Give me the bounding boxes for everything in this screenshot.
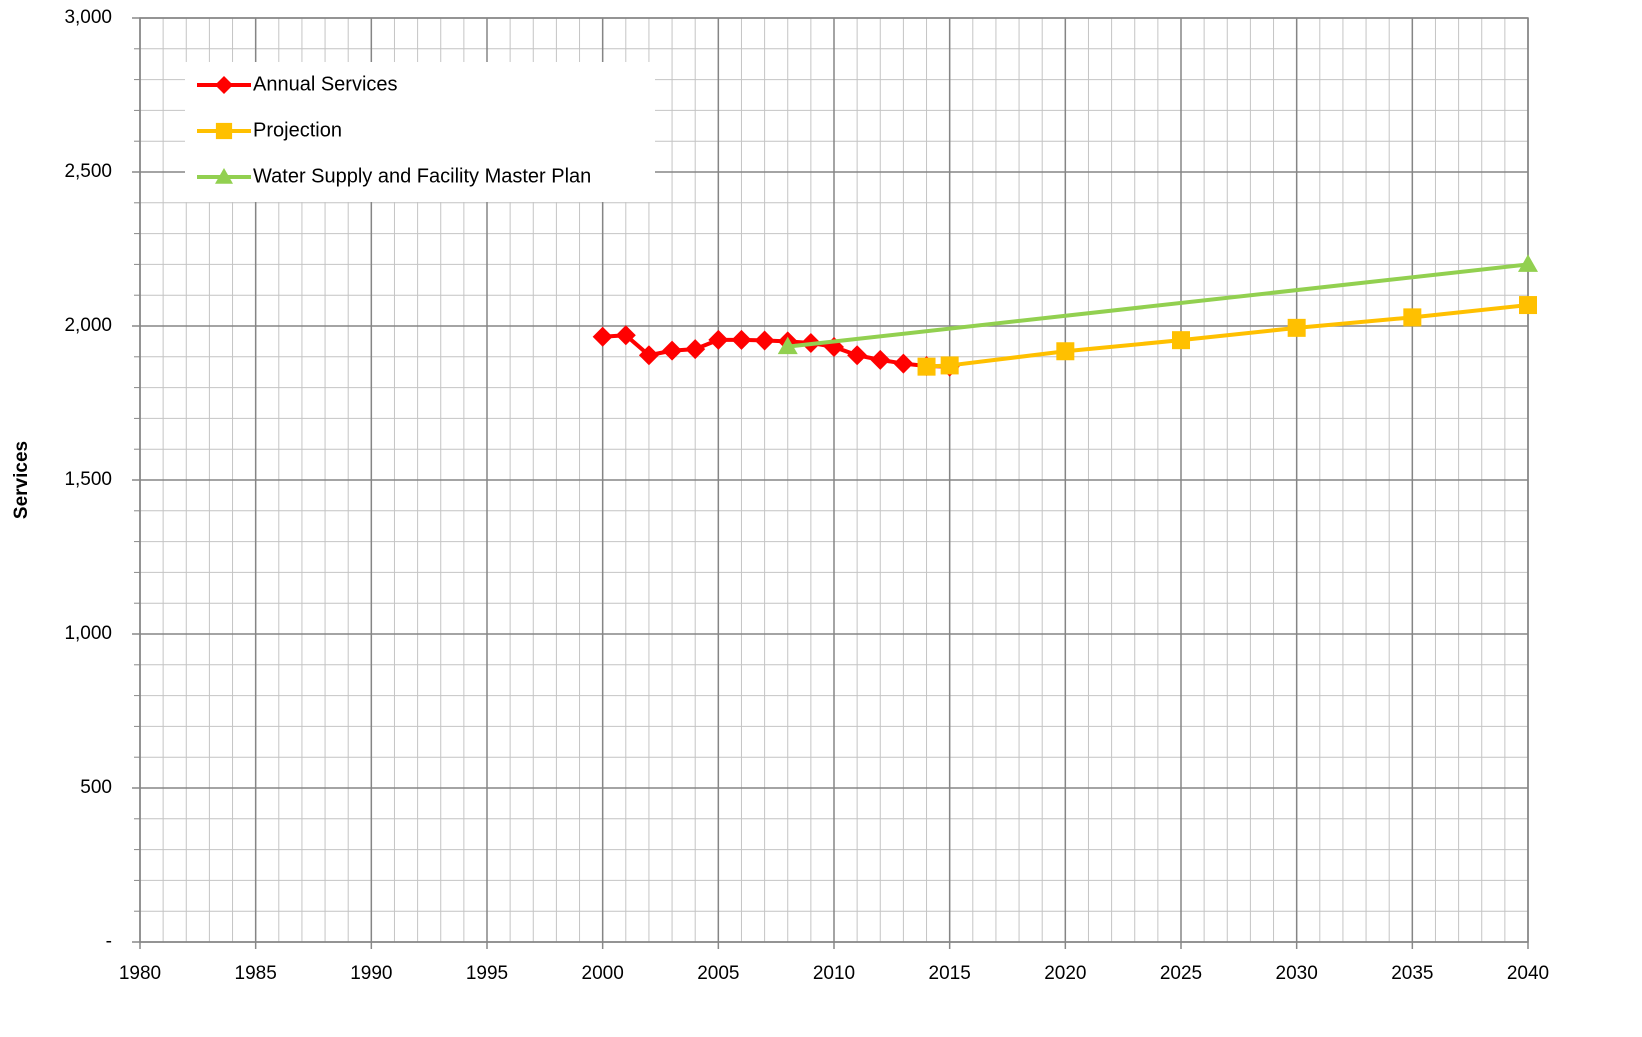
marker (754, 330, 775, 351)
marker (638, 345, 659, 366)
legend-label: Projection (253, 119, 342, 141)
x-tick-label: 1995 (466, 963, 508, 984)
x-tick-label: 2035 (1391, 963, 1433, 984)
legend-label: Water Supply and Facility Master Plan (253, 165, 591, 187)
marker (592, 326, 613, 347)
marker (1287, 318, 1306, 337)
x-tick-label: 2030 (1276, 963, 1318, 984)
marker (1056, 342, 1075, 361)
marker (215, 76, 233, 94)
marker (847, 345, 868, 366)
x-tick-label: 1980 (119, 963, 161, 984)
plot-border (139, 17, 1529, 943)
marker (1519, 296, 1537, 315)
marker (215, 168, 233, 184)
marker (893, 353, 914, 374)
series-line (787, 262, 1529, 349)
y-tick-label: 2,500 (64, 161, 112, 182)
marker (870, 349, 891, 370)
marker (615, 325, 636, 346)
legend: Annual Services Projection Water Supply an… (185, 62, 655, 202)
y-tick-label: 2,000 (64, 315, 112, 336)
x-tick-label: 2020 (1044, 963, 1086, 984)
series-line (602, 333, 950, 369)
marker (1172, 331, 1190, 350)
x-tick-label: 2015 (929, 963, 971, 984)
marker (731, 329, 752, 350)
x-tick-label: 1990 (350, 963, 392, 984)
x-tick-label: 2040 (1507, 963, 1549, 984)
x-tick-label: 2010 (813, 963, 855, 984)
marker (1518, 254, 1538, 272)
y-tick-label: 3,000 (64, 7, 112, 28)
y-tick-label: 1,000 (64, 623, 112, 644)
marker (708, 329, 729, 350)
y-tick-label: - (106, 931, 112, 952)
marker (1403, 308, 1422, 327)
marker (940, 356, 959, 375)
x-tick-label: 2000 (582, 963, 624, 984)
x-tick-label: 2005 (697, 963, 739, 984)
x-tick-label: 2025 (1160, 963, 1202, 984)
y-axis-label: Services (11, 441, 32, 519)
marker (917, 357, 936, 376)
y-tick-label: 500 (80, 777, 112, 798)
marker (215, 122, 233, 140)
marker (685, 339, 706, 360)
marker (662, 340, 683, 361)
x-tick-label: 1985 (235, 963, 277, 984)
marker (777, 336, 798, 355)
legend-box (185, 62, 655, 202)
legend-label: Annual Services (253, 73, 398, 95)
y-tick-label: 1,500 (64, 469, 112, 490)
